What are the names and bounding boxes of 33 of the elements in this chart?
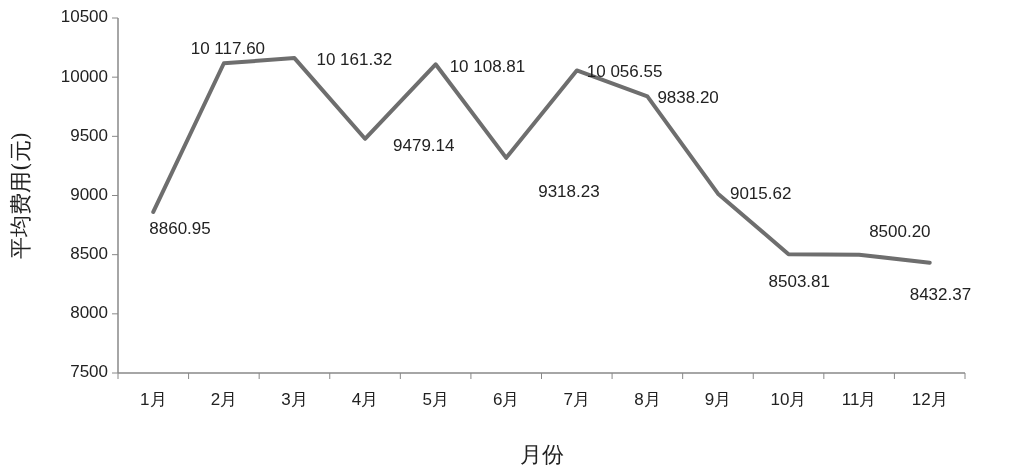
x-tick-label: 8月 — [634, 390, 661, 409]
x-axis-title: 月份 — [519, 442, 564, 467]
y-tick-label: 10000 — [60, 66, 108, 86]
x-tick-label: 4月 — [351, 390, 379, 409]
data-label: 10 117.60 — [190, 38, 266, 58]
data-label: 8500.20 — [869, 222, 931, 242]
x-tick-label: 3月 — [281, 390, 308, 409]
y-axis-title: 平均费用(元) — [8, 131, 33, 260]
y-tick-label: 9500 — [70, 125, 108, 145]
x-tick-label: 1月 — [140, 390, 167, 409]
x-tick-label: 2月 — [210, 390, 238, 409]
y-tick-label: 8500 — [70, 244, 108, 264]
data-label: 10 056.55 — [586, 61, 663, 81]
x-tick-label: 10月 — [770, 390, 807, 409]
data-label: 8432.37 — [909, 285, 972, 305]
y-tick-label: 7500 — [70, 362, 108, 382]
y-tick-label: 8000 — [70, 303, 108, 323]
data-label: 8860.95 — [149, 219, 211, 239]
x-tick-label: 11月 — [841, 390, 877, 409]
x-tick-label: 5月 — [422, 390, 449, 409]
data-label: 8503.81 — [768, 271, 830, 291]
data-label: 10 108.81 — [449, 56, 526, 76]
data-label: 9015.62 — [729, 184, 792, 204]
x-tick-label: 6月 — [492, 390, 520, 409]
data-label: 9838.20 — [657, 87, 719, 107]
data-label: 10 161.32 — [316, 49, 393, 69]
x-tick-label: 7月 — [563, 390, 591, 409]
y-tick-label: 9000 — [70, 184, 108, 204]
x-tick-label: 12月 — [911, 390, 948, 409]
x-tick-label: 9月 — [704, 390, 732, 409]
data-label: 9318.23 — [538, 182, 600, 202]
data-label: 9479.14 — [393, 136, 455, 156]
y-tick-label: 10500 — [60, 7, 108, 27]
